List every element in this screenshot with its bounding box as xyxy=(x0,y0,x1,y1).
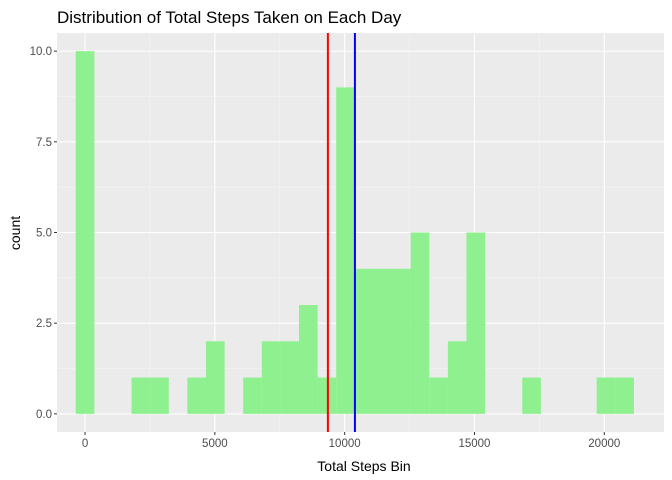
histogram-bar xyxy=(150,377,169,414)
histogram-bar xyxy=(522,377,541,414)
y-tick-label: 7.5 xyxy=(36,137,52,149)
x-tick-label: 20000 xyxy=(588,438,620,450)
histogram-bars xyxy=(75,51,634,414)
histogram-bar xyxy=(299,305,318,414)
y-tick-label: 10.0 xyxy=(30,46,52,58)
histogram-bar xyxy=(354,268,374,414)
x-tick-label: 0 xyxy=(82,438,88,450)
histogram-bar xyxy=(280,341,300,414)
reference-lines xyxy=(326,33,356,432)
histogram-bar xyxy=(373,268,393,414)
y-tick-label: 5.0 xyxy=(36,228,52,240)
histogram-bar xyxy=(187,377,206,414)
histogram-bar xyxy=(596,377,616,414)
histogram-bar xyxy=(615,377,634,414)
x-axis-label: Total Steps Bin xyxy=(317,458,410,474)
histogram-bar xyxy=(131,377,151,414)
x-axis-ticks: 0 5000 10000 15000 20000 xyxy=(82,432,620,450)
y-axis-ticks: 0.0 2.5 5.0 7.5 10.0 xyxy=(30,46,57,421)
histogram-bar xyxy=(261,341,281,414)
chart-title: Distribution of Total Steps Taken on Eac… xyxy=(57,8,402,27)
histogram-bar xyxy=(429,377,448,414)
y-axis-label: count xyxy=(7,216,23,250)
histogram-bar xyxy=(243,377,262,414)
y-tick-label: 2.5 xyxy=(36,318,52,330)
histogram-bar xyxy=(466,232,486,414)
histogram-bar xyxy=(410,232,430,414)
x-tick-label: 10000 xyxy=(329,438,361,450)
histogram-bar xyxy=(392,268,411,414)
histogram-bar xyxy=(75,51,95,414)
histogram-bar xyxy=(447,341,467,414)
x-tick-label: 15000 xyxy=(458,438,490,450)
histogram-bar xyxy=(205,341,225,414)
histogram-bar xyxy=(336,87,355,414)
y-tick-label: 0.0 xyxy=(36,409,52,421)
x-tick-label: 5000 xyxy=(202,438,228,450)
